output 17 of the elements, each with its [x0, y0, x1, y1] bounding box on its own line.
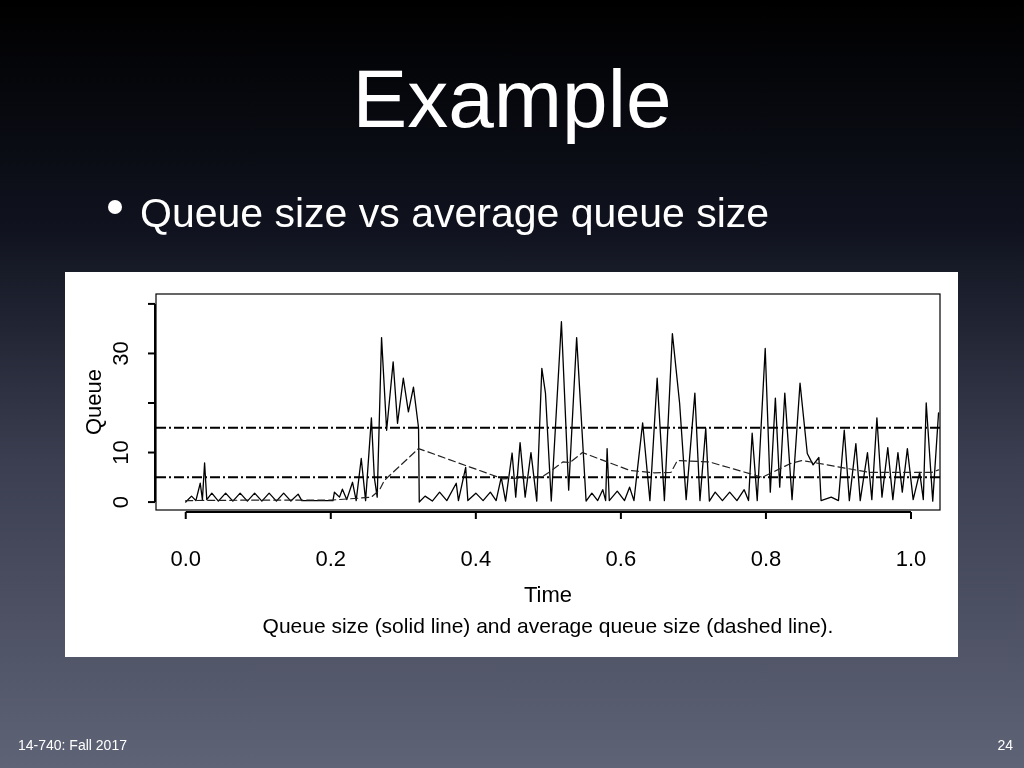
text: 24 [997, 737, 1014, 753]
y-tick-label: 30 [108, 341, 133, 366]
x-axis-title: Time [523, 582, 573, 607]
y-tick-label: 10 [108, 440, 133, 465]
x-tick-label: 0.6 [605, 546, 637, 571]
line-series [185, 447, 940, 502]
text: Queue size (solid line) and average queue size (dashed line). [262, 614, 834, 637]
x-tick-label: 0.8 [750, 546, 782, 571]
x-tick-label: 1.0 [895, 546, 927, 571]
y-axis-title: Queue [81, 368, 106, 436]
x-tick-label: 0.4 [460, 546, 492, 571]
chart-title: Example [352, 53, 672, 144]
x-tick-label: 0.2 [315, 546, 347, 571]
x-tick-label: 0.0 [170, 546, 202, 571]
chart-subtitle: Queue size vs average queue size [140, 190, 770, 236]
y-tick-label: 0 [108, 495, 133, 509]
text: 14-740: Fall 2017 [18, 737, 128, 753]
